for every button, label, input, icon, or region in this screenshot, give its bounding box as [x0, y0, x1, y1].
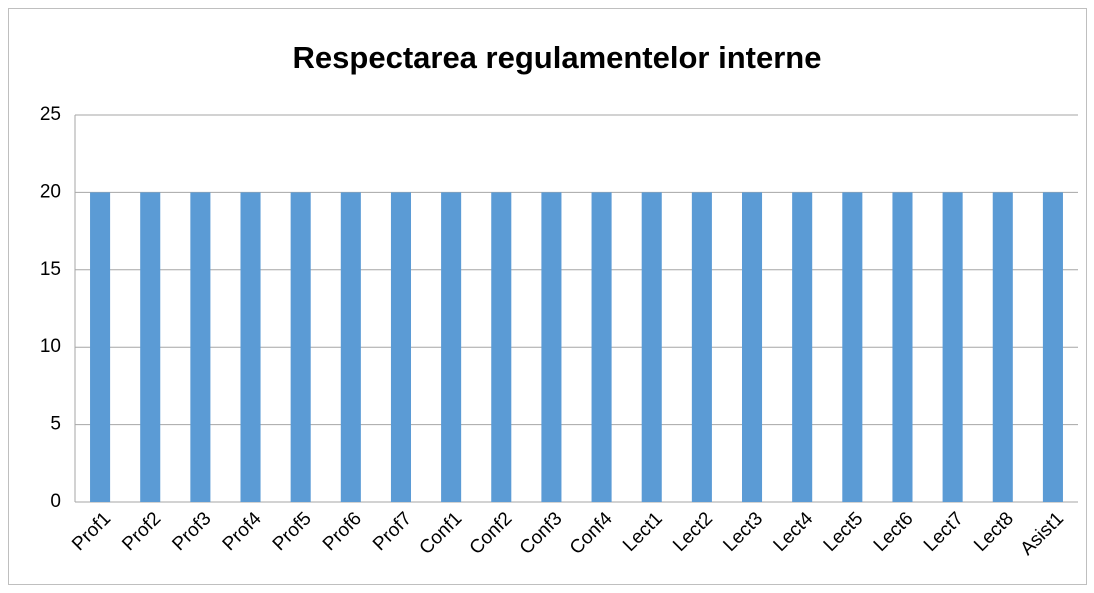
bar — [641, 192, 662, 502]
bar — [240, 192, 261, 502]
bar — [591, 192, 612, 502]
bar — [842, 192, 863, 502]
bar — [741, 192, 763, 502]
bar — [441, 192, 462, 502]
bar — [140, 192, 161, 502]
bar — [792, 192, 813, 502]
chart-title: Respectarea regulamentelor interne — [293, 40, 822, 75]
bar — [1042, 192, 1063, 502]
bar — [541, 192, 562, 502]
bar — [90, 192, 111, 502]
bar — [390, 192, 412, 502]
y-tick-label: 0 — [50, 491, 61, 512]
bar — [691, 192, 712, 502]
y-tick-label: 15 — [40, 259, 61, 280]
y-tick-label: 5 — [50, 414, 61, 435]
bar — [340, 192, 361, 502]
bar — [992, 192, 1013, 502]
y-tick-label: 10 — [40, 336, 61, 357]
bar — [491, 192, 512, 502]
bar — [290, 192, 311, 502]
bar — [190, 192, 211, 502]
bar — [892, 192, 913, 502]
y-tick-label: 20 — [40, 181, 61, 202]
bar — [942, 192, 963, 502]
y-tick-label: 25 — [40, 104, 61, 125]
